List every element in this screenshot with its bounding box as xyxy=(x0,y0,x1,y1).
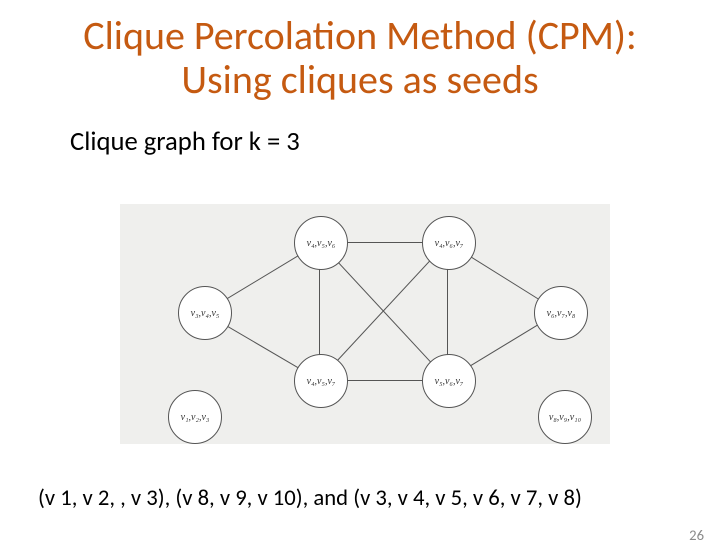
caption: (v 1, v 2, , v 3), (v 8, v 9, v 10), and… xyxy=(38,484,582,512)
graph-node-label: v₃,v₄,v₅ xyxy=(191,308,220,319)
graph-node: v₆,v₇,v₈ xyxy=(534,286,588,340)
graph-node: v₁,v₂,v₃ xyxy=(168,390,222,444)
graph-node-label: v₄,v₅,v₆ xyxy=(307,238,336,249)
clique-graph-diagram: v₄,v₅,v₆ v₄,v₆,v₇ v₃,v₄,v₅ v₆,v₇,v₈ v₄,v₅,v₇… xyxy=(120,204,610,444)
title-line-1: Clique Percolation Method (CPM): xyxy=(0,14,720,58)
page-number: 26 xyxy=(689,526,704,540)
graph-node-label: v₈,v₉,v₁₀ xyxy=(549,412,581,423)
title-line-2: Using cliques as seeds xyxy=(0,58,720,102)
graph-node-label: v₁,v₂,v₃ xyxy=(181,412,210,423)
graph-node-label: v₅,v₆,v₇ xyxy=(435,376,464,387)
graph-node: v₄,v₆,v₇ xyxy=(422,216,476,270)
graph-node: v₄,v₅,v₇ xyxy=(294,354,348,408)
slide-title: Clique Percolation Method (CPM): Using c… xyxy=(0,14,720,102)
graph-node-label: v₆,v₇,v₈ xyxy=(547,308,576,319)
graph-node: v₃,v₄,v₅ xyxy=(178,286,232,340)
graph-node-label: v₄,v₅,v₇ xyxy=(307,376,336,387)
graph-node: v₄,v₅,v₆ xyxy=(294,216,348,270)
subtitle: Clique graph for k = 3 xyxy=(70,126,720,158)
graph-node: v₈,v₉,v₁₀ xyxy=(538,390,592,444)
graph-node: v₅,v₆,v₇ xyxy=(422,354,476,408)
graph-node-label: v₄,v₆,v₇ xyxy=(435,238,464,249)
